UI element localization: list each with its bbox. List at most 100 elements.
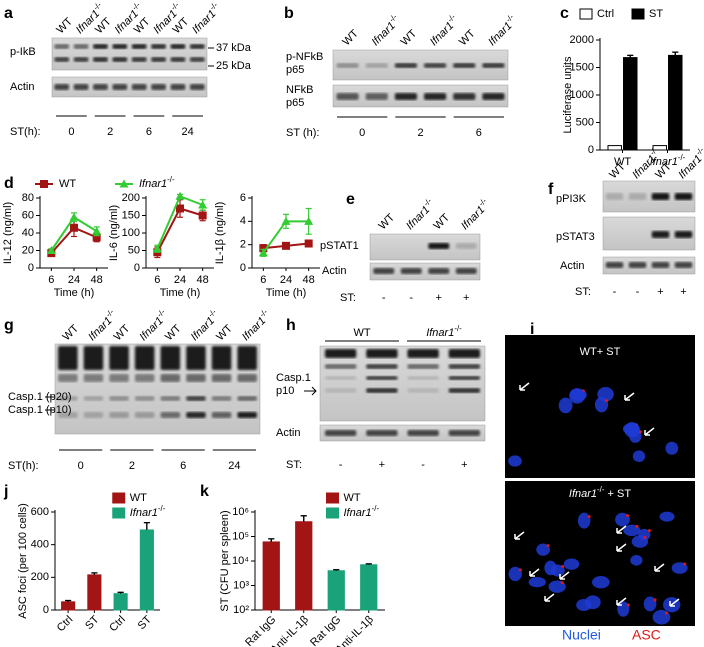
label-text: Ifnar1: [139, 178, 167, 190]
blot-band: [400, 268, 422, 274]
nucleus: [632, 450, 646, 463]
blot-band: [186, 374, 206, 382]
label-text: WT+ ST: [580, 346, 621, 358]
blot-band: [324, 388, 357, 393]
row-label: Actin: [10, 81, 34, 93]
y-tick-label: 100: [122, 227, 140, 239]
lane-label: WT: [112, 322, 133, 343]
superscript: -/-: [454, 324, 462, 333]
asc-speck: [653, 598, 657, 602]
row-label: p-NFkB: [286, 51, 323, 63]
x-tick-label: 6: [48, 274, 54, 286]
row-label: pSTAT3: [556, 231, 595, 243]
blot-band: [366, 376, 398, 380]
label-text: WT: [457, 27, 478, 48]
lane-label: WT: [340, 27, 361, 48]
label-text: Ifnar1: [650, 156, 678, 168]
blot-band: [407, 376, 439, 380]
blot-membrane: [51, 37, 208, 71]
bar: [295, 521, 313, 611]
y-tick-label: 0: [134, 262, 140, 274]
blot-band: [112, 84, 128, 90]
blot-band: [109, 412, 129, 418]
treatment-label: -: [409, 292, 413, 304]
y-axis-label: IL-12 (ng/ml): [2, 202, 14, 264]
time-label: 0: [68, 126, 74, 138]
blot-band: [160, 374, 181, 382]
asc-speck: [626, 514, 630, 518]
nucleus: [528, 576, 546, 588]
data-point: [281, 216, 291, 225]
data-point: [258, 248, 268, 257]
blot-band: [73, 57, 89, 62]
legend-swatch: [326, 507, 339, 519]
blot-band: [134, 346, 155, 370]
arrow: [514, 531, 525, 540]
bar: [327, 570, 345, 611]
blot-band: [58, 412, 78, 418]
lane-label: Ifnar1-/-: [367, 12, 403, 48]
blot-band: [160, 346, 181, 370]
label-text: WT: [353, 327, 370, 339]
y-tick-label: 40: [22, 227, 34, 239]
blot-band: [151, 57, 166, 62]
label-text: Ifnar1: [130, 507, 158, 519]
row-label: Casp.1 (p10): [8, 404, 72, 416]
data-point: [304, 239, 313, 248]
x-tick-label: 48: [91, 274, 103, 286]
blot-band: [366, 364, 398, 369]
blot-band: [131, 84, 147, 90]
superscript: -/-: [694, 145, 704, 157]
lane-label: WT: [163, 322, 184, 343]
panel-letter: i: [530, 321, 534, 338]
legend-label: ASC: [632, 627, 661, 643]
data-point: [259, 244, 268, 253]
blot-band: [170, 44, 186, 49]
image-label: WT+ ST: [580, 346, 621, 358]
legend-swatch: [112, 507, 126, 519]
x-tick-label: 24: [280, 274, 292, 286]
blot-band: [134, 396, 155, 401]
blot-band: [448, 388, 481, 393]
row-label: NFkB: [286, 84, 314, 96]
blot-band: [54, 44, 70, 49]
data-point: [198, 211, 207, 220]
row-label: Actin: [322, 265, 346, 277]
y-tick-label: 10³: [233, 579, 249, 591]
nucleus: [659, 511, 675, 522]
blot-band: [83, 396, 104, 401]
treatment-label: -: [613, 286, 617, 298]
blot-band: [407, 430, 439, 436]
error-bar: [268, 538, 275, 542]
error-bar: [91, 572, 98, 575]
blot-membrane: [602, 256, 696, 275]
x-tick-label: 24: [174, 274, 186, 286]
time-label: 6: [180, 460, 186, 472]
blot-band: [424, 93, 447, 100]
y-tick-label: 80: [22, 192, 34, 204]
panel-letter: b: [284, 5, 294, 22]
treatment-label: -: [382, 292, 386, 304]
blot-band: [448, 364, 481, 369]
asc-speck: [683, 562, 687, 566]
label-text: Ctrl: [597, 8, 614, 20]
bar: [623, 57, 638, 151]
x-tick-label: 24: [68, 274, 80, 286]
x-tick-label: Ifnar1-/-: [650, 153, 686, 168]
lane-label: WT: [61, 322, 82, 343]
panel-letter: c: [560, 5, 569, 22]
legend-label: WT: [344, 492, 361, 504]
bar: [87, 574, 102, 611]
panel-letter: g: [4, 317, 14, 334]
blot-band: [109, 374, 129, 382]
nucleus: [624, 422, 640, 438]
arrow: [644, 427, 655, 436]
superscript: -/-: [678, 153, 686, 162]
superscript: -/-: [155, 307, 167, 319]
superscript: -/-: [207, 307, 219, 319]
bar: [652, 145, 667, 151]
data-point: [40, 180, 48, 188]
size-marker: 37 kDa: [216, 42, 252, 54]
data-point: [175, 191, 185, 200]
blot-membrane: [319, 424, 486, 442]
